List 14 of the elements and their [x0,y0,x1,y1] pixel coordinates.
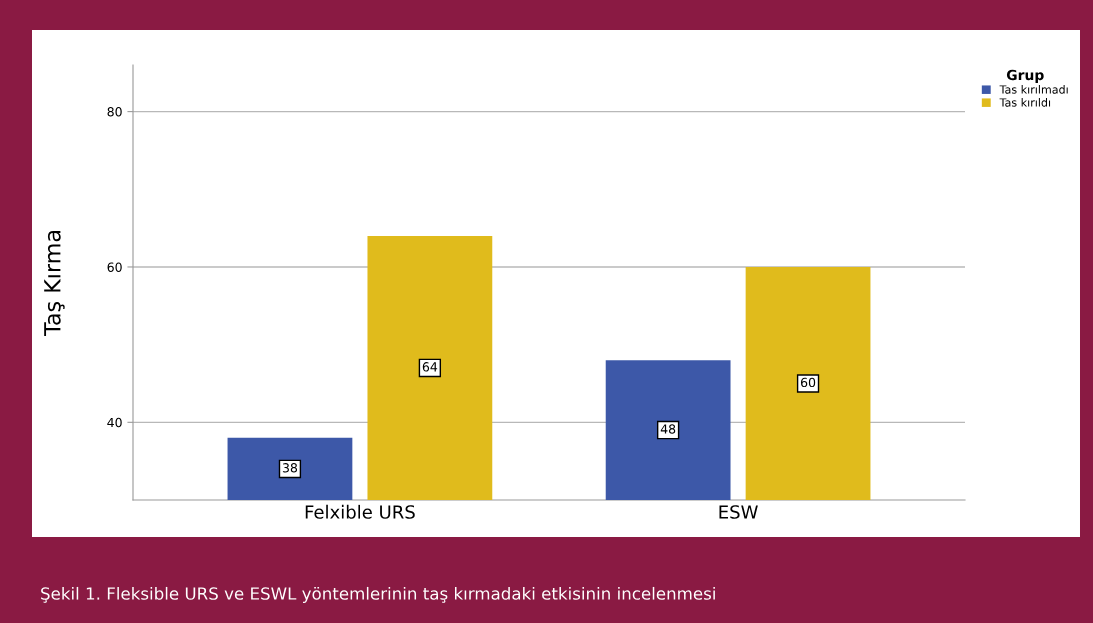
legend-label: Tas kırıldı [999,98,1051,107]
data-label: 64 [422,362,438,372]
y-tick-label: 40 [107,417,122,428]
legend-label: Tas kırılmadı [999,85,1068,94]
y-tick-label: 60 [107,262,122,272]
x-tick-label: Felxible URS [305,504,415,519]
y-tick-label: 80 [107,107,122,117]
legend-title: Grup [1006,69,1044,83]
x-tick-label: ESW [719,505,758,519]
data-label: 48 [660,424,676,434]
data-label: 38 [282,463,298,473]
data-label: 60 [800,377,816,388]
y-axis-title: Taş Kırma [44,231,65,337]
text: Şekil 1. Fleksible URS ve ESWL yöntemlerinin taş kırmadaki etkisinin incelenmesi [41,586,715,604]
